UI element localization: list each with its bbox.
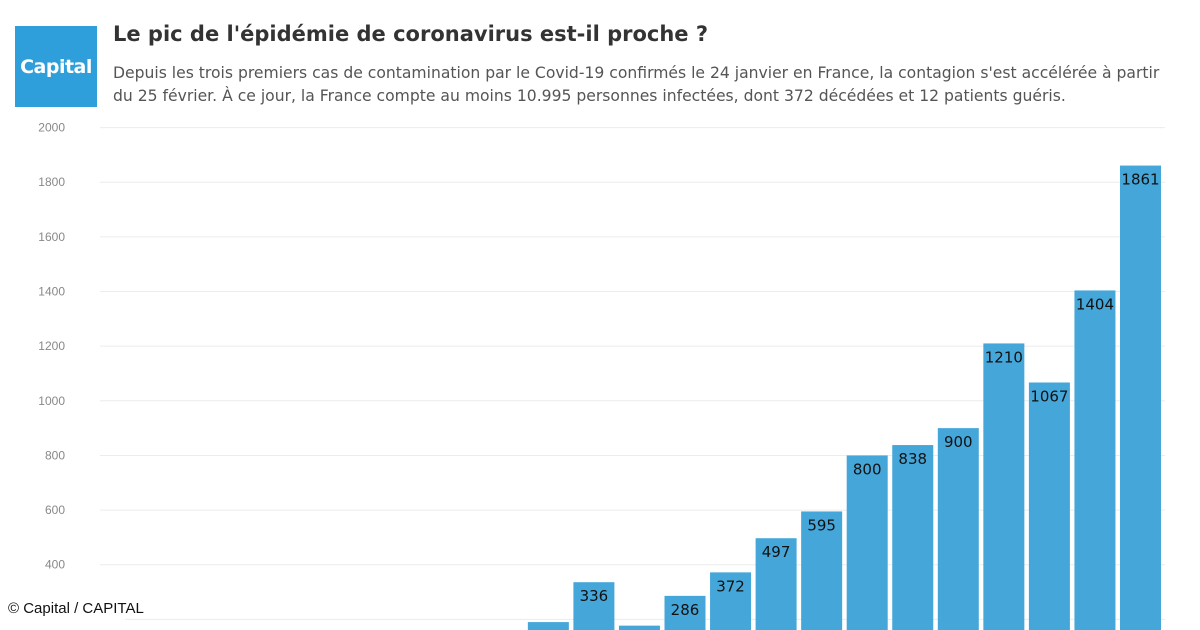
bar bbox=[983, 343, 1025, 630]
y-tick-label: 1400 bbox=[38, 285, 65, 299]
bar bbox=[664, 595, 706, 630]
logo-text: Capital bbox=[20, 55, 92, 78]
bar bbox=[1120, 165, 1161, 630]
bar-value-label: 838 bbox=[898, 450, 927, 468]
bar-value-label: 336 bbox=[580, 587, 609, 605]
bar bbox=[801, 511, 843, 630]
credit: © Capital / CAPITAL bbox=[8, 600, 148, 617]
bar bbox=[710, 572, 752, 630]
bar-value-label: 286 bbox=[671, 601, 700, 619]
bar-value-label: 1067 bbox=[1030, 387, 1068, 405]
bar bbox=[618, 625, 660, 630]
bar bbox=[527, 622, 569, 630]
page-subtitle: Depuis les trois premiers cas de contami… bbox=[113, 64, 1160, 105]
bar-value-label: 800 bbox=[853, 460, 882, 478]
bar-value-label: 190 bbox=[534, 627, 563, 630]
bar-value-label: 1861 bbox=[1121, 171, 1159, 189]
y-tick-label: 1000 bbox=[38, 394, 65, 408]
y-tick-label: 800 bbox=[45, 448, 65, 462]
bar bbox=[846, 455, 888, 630]
bar bbox=[937, 428, 979, 630]
page-title: Le pic de l'épidémie de coronavirus est-… bbox=[113, 22, 709, 46]
y-tick-label: 600 bbox=[45, 503, 65, 517]
bar bbox=[892, 445, 934, 630]
bar bbox=[573, 582, 615, 630]
bar-value-label: 900 bbox=[944, 433, 973, 451]
bar bbox=[1074, 290, 1116, 630]
bar bbox=[755, 538, 797, 630]
y-tick-label: 1200 bbox=[38, 339, 65, 353]
capital-logo: Capital bbox=[15, 26, 97, 107]
bar-value-label: 497 bbox=[762, 543, 791, 561]
y-tick-label: 2000 bbox=[38, 121, 65, 135]
bar-value-label: 1210 bbox=[985, 348, 1023, 366]
y-tick-label: 400 bbox=[45, 558, 65, 572]
bar-value-label: 372 bbox=[716, 577, 745, 595]
y-tick-label: 1800 bbox=[38, 175, 65, 189]
bar bbox=[1028, 382, 1070, 630]
bar-value-label: 595 bbox=[807, 516, 836, 534]
y-tick-label: 1600 bbox=[38, 230, 65, 244]
bar-value-label: 1404 bbox=[1076, 295, 1114, 313]
